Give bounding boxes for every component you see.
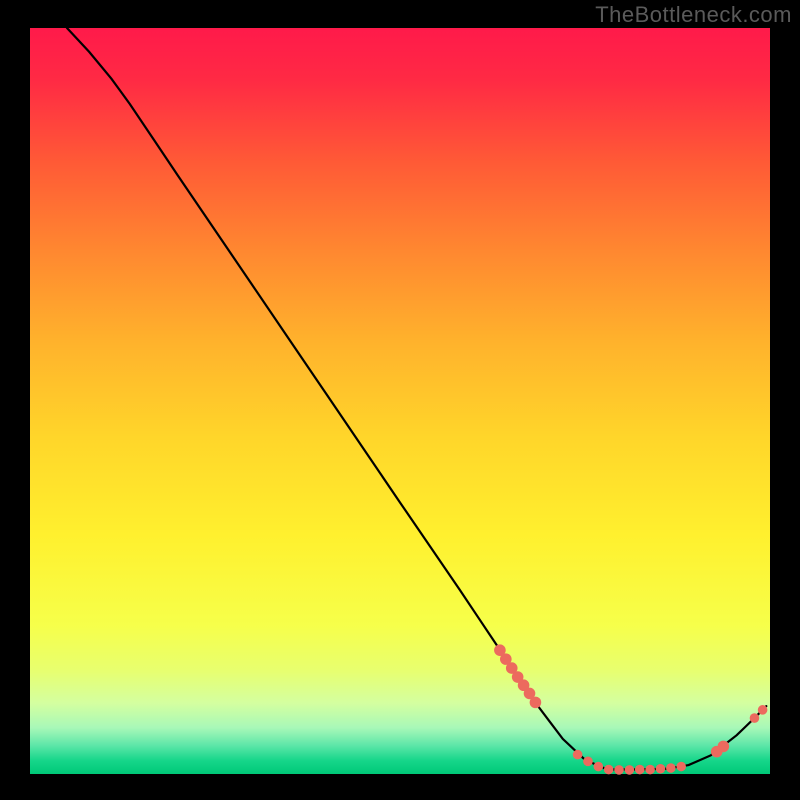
watermark-text: TheBottleneck.com: [595, 2, 792, 28]
data-point: [530, 697, 542, 709]
data-point: [594, 762, 604, 772]
data-point: [604, 765, 614, 775]
bottleneck-chart: [0, 0, 800, 800]
data-point: [750, 713, 760, 723]
plot-background: [30, 28, 770, 774]
data-point: [645, 765, 655, 775]
data-point: [583, 757, 593, 767]
data-point: [666, 763, 676, 773]
data-point: [635, 765, 645, 775]
data-point: [625, 765, 635, 775]
data-point: [656, 764, 666, 774]
data-point: [614, 765, 624, 775]
data-point: [676, 762, 686, 772]
data-point: [758, 705, 768, 715]
data-point: [718, 741, 730, 753]
chart-container: { "watermark": "TheBottleneck.com", "cha…: [0, 0, 800, 800]
data-point: [573, 750, 583, 760]
